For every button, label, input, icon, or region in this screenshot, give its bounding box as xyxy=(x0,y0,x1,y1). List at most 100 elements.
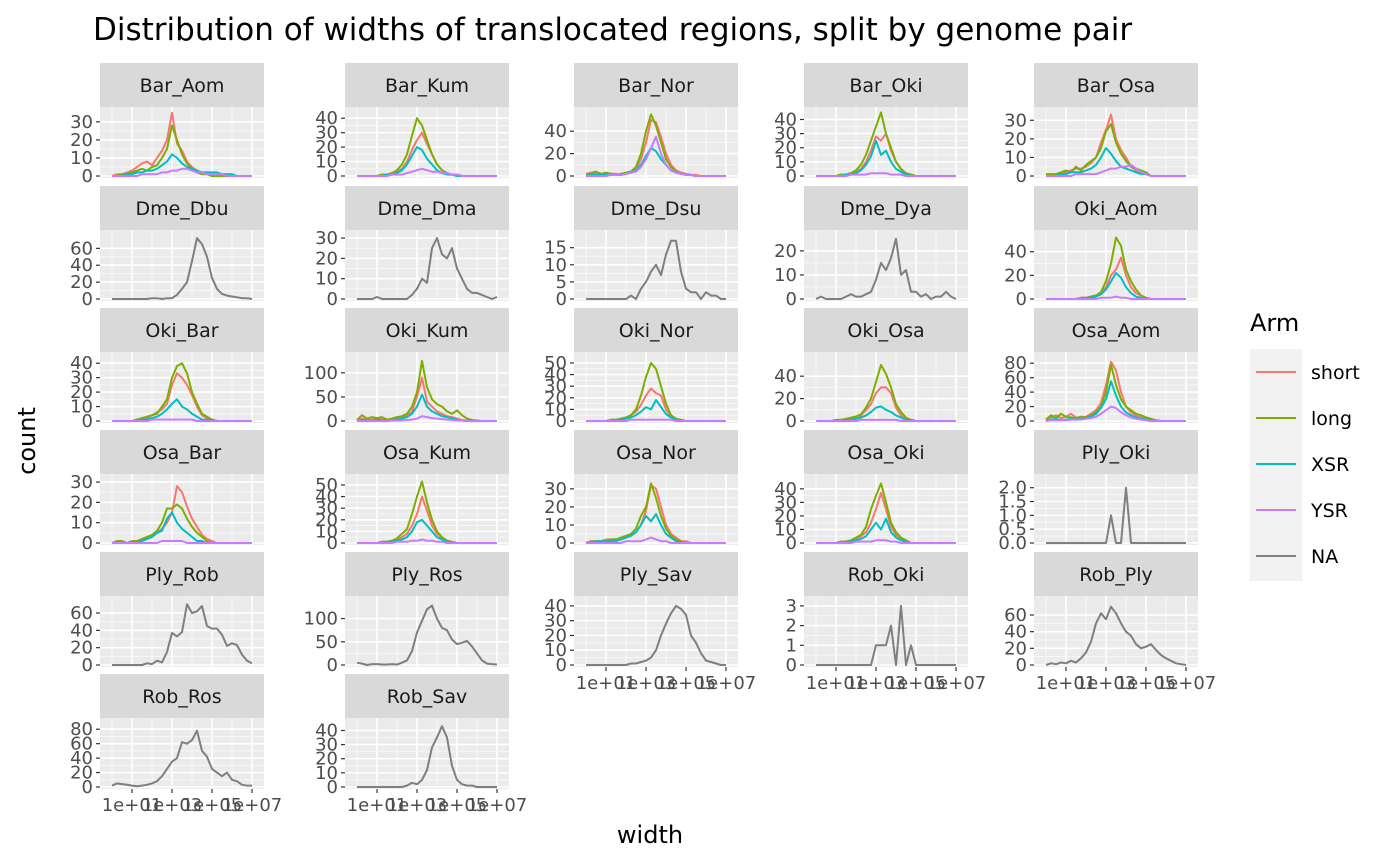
facet-strip xyxy=(345,674,509,718)
y-tick-label: 20 xyxy=(544,497,567,518)
series-line-na xyxy=(1045,605,1187,666)
facet-strip xyxy=(1034,308,1198,352)
y-tick-label: 30 xyxy=(315,735,338,756)
y-tick-label: 0 xyxy=(556,411,567,432)
legend-label: short xyxy=(1311,362,1360,384)
facet-strip xyxy=(345,430,509,474)
facet-ply-oki: Ply_Oki 0.00.51.01.52.0 xyxy=(998,430,1198,554)
facet-strip-label: Ply_Sav xyxy=(620,564,692,586)
facet-strip-label: Dme_Dma xyxy=(377,198,476,220)
y-tick-label: 100 xyxy=(304,609,338,630)
facet-strip xyxy=(804,430,968,474)
y-tick-label: 20 xyxy=(315,749,338,770)
x-tick-label: 1e+07 xyxy=(1156,673,1217,694)
y-tick-label: 20 xyxy=(70,272,93,293)
x-tick-label: 1e+01 xyxy=(347,795,408,816)
y-tick-label: 0 xyxy=(556,655,567,676)
series-line-na xyxy=(586,239,726,300)
y-tick-label: 50 xyxy=(315,387,338,408)
y-axis-title: count xyxy=(13,407,41,475)
facet-strip xyxy=(100,186,264,230)
y-tick-label: 40 xyxy=(544,365,567,386)
panel-background xyxy=(574,474,738,545)
y-tick-label: 0 xyxy=(82,411,93,432)
y-tick-label: 20 xyxy=(315,137,338,158)
y-tick-label: 40 xyxy=(70,748,93,769)
facet-strip-label: Bar_Aom xyxy=(140,75,225,97)
facet-strip-label: Rob_Ply xyxy=(1079,564,1153,586)
y-tick-label: 5 xyxy=(556,272,567,293)
legend-item-na: NA xyxy=(1256,546,1338,568)
series-line-ysr xyxy=(816,539,956,544)
y-tick-label: 1 xyxy=(786,635,797,656)
x-tick-label: 1e+07 xyxy=(467,795,528,816)
x-tick-label: 1e+05 xyxy=(427,795,488,816)
y-tick-label: 50 xyxy=(315,475,338,496)
y-tick-label: 50 xyxy=(315,632,338,653)
y-tick-label: 20 xyxy=(774,241,797,262)
y-tick-label: 10 xyxy=(544,640,567,661)
y-tick-label: 0 xyxy=(786,655,797,676)
legend-item-ysr: YSR xyxy=(1256,500,1348,522)
y-tick-label: 60 xyxy=(70,734,93,755)
facet-strip-label: Bar_Nor xyxy=(618,75,694,97)
y-tick-label: 0 xyxy=(1016,166,1027,187)
y-tick-label: 40 xyxy=(315,487,338,508)
y-tick-label: 60 xyxy=(70,603,93,624)
y-tick-label: 0 xyxy=(1016,411,1027,432)
series-line-na xyxy=(815,237,957,300)
series-line-ysr xyxy=(586,536,726,544)
y-tick-label: 20 xyxy=(1004,265,1027,286)
y-tick-label: 10 xyxy=(774,519,797,540)
x-tick-label: 1e+05 xyxy=(182,795,243,816)
facet-strip xyxy=(1034,186,1198,230)
facet-strip xyxy=(345,552,509,596)
series-line-na xyxy=(356,604,498,666)
y-tick-label: 20 xyxy=(544,388,567,409)
y-tick-label: 10 xyxy=(1004,147,1027,168)
y-tick-label: 0 xyxy=(327,289,338,310)
x-tick-label: 1e+03 xyxy=(142,795,203,816)
y-tick-label: 0 xyxy=(556,166,567,187)
y-tick-label: 60 xyxy=(1004,368,1027,389)
y-tick-label: 20 xyxy=(70,130,93,151)
y-tick-label: 0 xyxy=(82,777,93,798)
y-tick-label: 80 xyxy=(1004,353,1027,374)
facet-strip xyxy=(1034,552,1198,596)
facet-strip-label: Osa_Aom xyxy=(1072,320,1161,342)
facet-strip xyxy=(345,186,509,230)
y-tick-label: 20 xyxy=(315,510,338,531)
y-tick-label: 2 xyxy=(786,616,797,637)
y-tick-label: 50 xyxy=(544,353,567,374)
series-line-na xyxy=(357,237,498,300)
y-tick-label: 1.0 xyxy=(998,505,1027,526)
y-tick-label: 20 xyxy=(1004,638,1027,659)
series-line-na xyxy=(112,603,253,666)
facet-strip-label: Rob_Oki xyxy=(848,564,925,586)
series-line-na xyxy=(357,725,497,788)
facet-strip xyxy=(345,63,509,107)
y-tick-label: 20 xyxy=(774,138,797,159)
y-tick-label: 30 xyxy=(774,492,797,513)
legend-item-long: long xyxy=(1256,408,1352,430)
facet-panels: Bar_Aom0102030Bar_Kum010203040Bar_Nor020… xyxy=(70,63,1216,816)
series-line-na xyxy=(816,604,956,666)
series-line-na xyxy=(111,729,252,788)
legend: Arm short long XSR YSR NA xyxy=(1250,309,1360,581)
y-tick-label: 20 xyxy=(544,625,567,646)
facet-strip xyxy=(1034,430,1198,474)
y-tick-label: 20 xyxy=(774,389,797,410)
x-tick-label: 1e+07 xyxy=(696,673,757,694)
y-tick-label: 40 xyxy=(544,596,567,617)
x-tick-label: 1e+07 xyxy=(222,795,283,816)
series-line-ysr xyxy=(816,418,956,422)
x-tick-label: 1e+03 xyxy=(846,673,907,694)
y-tick-label: 20 xyxy=(70,763,93,784)
y-tick-label: 40 xyxy=(70,255,93,276)
facet-strip-label: Osa_Oki xyxy=(847,442,924,464)
